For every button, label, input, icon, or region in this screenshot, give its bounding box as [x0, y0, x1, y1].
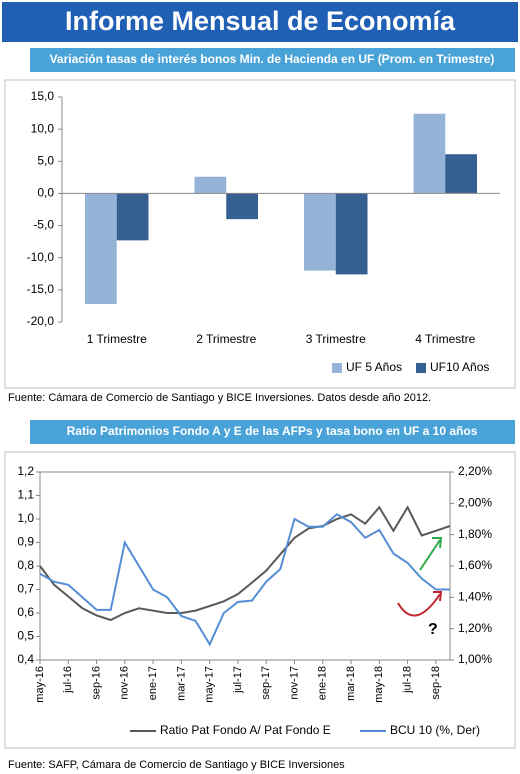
legend-label: Ratio Pat Fondo A/ Pat Fondo E — [160, 723, 331, 737]
bar — [226, 193, 259, 220]
x-tick-label: mar-18 — [345, 666, 357, 701]
y-tick-label: -10,0 — [27, 250, 55, 264]
y2-tick-label: 2,20% — [458, 464, 492, 478]
bar — [116, 193, 149, 241]
x-tick-label: may-18 — [373, 666, 385, 703]
x-tick-label: may-17 — [204, 666, 216, 703]
y-tick-label: 0,6 — [17, 605, 34, 619]
x-tick-label: nov-17 — [288, 666, 300, 700]
chart-title: Ratio Patrimonios Fondo A y E de las AFP… — [67, 424, 478, 438]
chart-title-bar — [30, 420, 515, 444]
legend-label: UF 5 Años — [346, 360, 402, 374]
x-tick-label: ene-18 — [317, 666, 329, 700]
x-tick-label: jul-16 — [62, 666, 74, 694]
y-tick-label: 1,1 — [17, 488, 34, 502]
y-tick-label: 15,0 — [31, 89, 55, 103]
annotation: ? — [428, 621, 438, 638]
x-tick-label: 4 Trimestre — [415, 332, 475, 346]
x-tick-label: may-16 — [34, 666, 46, 703]
y-tick-label: 0,0 — [37, 186, 54, 200]
x-tick-label: 2 Trimestre — [196, 332, 256, 346]
line-series — [39, 513, 450, 647]
y2-tick-label: 1,00% — [458, 652, 492, 666]
chart-title-bar — [30, 48, 515, 72]
y-tick-label: 0,5 — [17, 629, 34, 643]
chart-frame — [4, 79, 516, 389]
y2-tick-label: 2,00% — [458, 496, 492, 510]
y-tick-label: 10,0 — [31, 121, 55, 135]
x-tick-label: sep-16 — [90, 666, 102, 700]
y-tick-label: 0,9 — [17, 535, 34, 549]
y2-tick-label: 1,20% — [458, 621, 492, 635]
arrow — [397, 593, 441, 617]
arrow-head — [433, 591, 443, 602]
y-tick-label: 5,0 — [37, 153, 54, 167]
y-tick-label: -15,0 — [27, 282, 55, 296]
chart-frame — [4, 451, 516, 749]
x-tick-label: jul-18 — [401, 666, 413, 694]
x-tick-label: sep-18 — [430, 666, 442, 700]
bar — [194, 176, 227, 194]
y-tick-label: 0,8 — [17, 558, 34, 572]
x-tick-label: 1 Trimestre — [87, 332, 147, 346]
chart-title: Variación tasas de interés bonos Min. de… — [50, 52, 495, 66]
y2-tick-label: 1,40% — [458, 590, 492, 604]
header-bar — [2, 2, 518, 42]
y-tick-label: 0,7 — [17, 582, 34, 596]
arrow-head — [432, 537, 443, 549]
x-tick-label: mar-17 — [175, 666, 187, 701]
legend-swatch — [332, 363, 342, 373]
bar — [84, 193, 117, 304]
legend-swatch — [416, 363, 426, 373]
arrow — [419, 539, 441, 571]
x-tick-label: nov-16 — [119, 666, 131, 700]
y-tick-label: -5,0 — [33, 218, 54, 232]
bar — [413, 113, 446, 194]
y-tick-label: 1,2 — [17, 464, 34, 478]
y-tick-label: -20,0 — [27, 314, 55, 328]
header-title: Informe Mensual de Economía — [65, 6, 456, 36]
x-tick-label: jul-17 — [232, 666, 244, 694]
bar — [445, 154, 478, 194]
bar — [303, 193, 336, 271]
x-tick-label: sep-17 — [260, 666, 272, 700]
plot-frame — [39, 471, 451, 661]
legend-label: BCU 10 (%, Der) — [390, 723, 480, 737]
x-tick-label: 3 Trimestre — [306, 332, 366, 346]
line-series — [39, 505, 451, 622]
y-tick-label: 1,0 — [17, 511, 34, 525]
x-tick-label: ene-17 — [147, 666, 159, 700]
y-tick-label: 0,4 — [17, 652, 34, 666]
legend-label: UF10 Años — [430, 360, 489, 374]
source: Fuente: SAFP, Cámara de Comercio de Sant… — [8, 759, 345, 771]
y2-tick-label: 1,80% — [458, 527, 492, 541]
y2-tick-label: 1,60% — [458, 558, 492, 572]
source: Fuente: Cámara de Comercio de Santiago y… — [8, 392, 431, 404]
bar — [335, 193, 368, 275]
